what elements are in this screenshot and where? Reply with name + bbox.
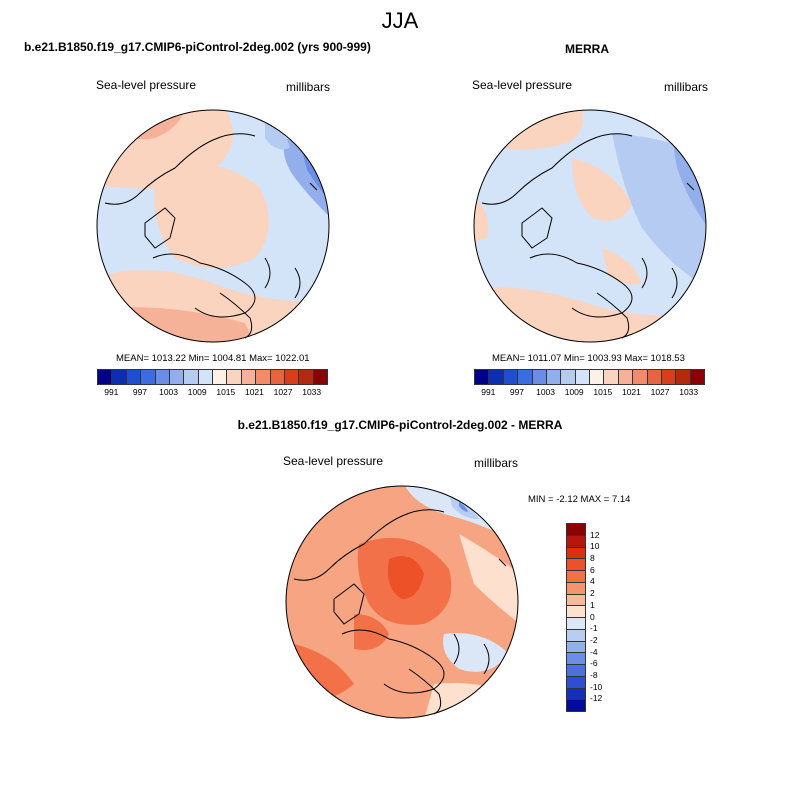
colorbar-swatch xyxy=(604,370,619,384)
colorbar-tick-label: 8 xyxy=(590,553,595,564)
panel1-variable-label: Sea-level pressure xyxy=(96,78,197,92)
colorbar-swatch xyxy=(567,535,585,548)
colorbar-tick-label: 1 xyxy=(590,599,595,610)
panel1-stats: MEAN= 1013.22 Min= 1004.81 Max= 1022.01 xyxy=(116,353,310,364)
colorbar-swatch xyxy=(567,653,585,665)
colorbar-tick-label: -8 xyxy=(590,669,598,680)
panel2-variable-label: Sea-level pressure xyxy=(472,78,573,92)
colorbar-tick-label: 1021 xyxy=(621,387,641,397)
colorbar-swatch xyxy=(567,571,585,583)
colorbar-swatch xyxy=(676,370,691,384)
colorbar-swatch xyxy=(661,370,677,384)
colorbar-swatch xyxy=(567,676,585,689)
colorbar-swatch xyxy=(126,370,142,384)
panel3-polar-map xyxy=(285,485,519,719)
colorbar-swatch xyxy=(567,559,585,571)
colorbar-swatch xyxy=(141,370,156,384)
colorbar-tick-label: 1021 xyxy=(244,387,264,397)
colorbar-tick-label: 997 xyxy=(509,387,525,397)
colorbar-swatch xyxy=(567,688,585,701)
colorbar-swatch xyxy=(567,594,585,607)
colorbar-swatch xyxy=(184,370,199,384)
panel3-units-label: millibars xyxy=(474,456,519,470)
colorbar-swatch xyxy=(575,370,590,384)
panel2-stats: MEAN= 1011.07 Min= 1003.93 Max= 1018.53 xyxy=(492,353,685,364)
panel3-colorbar-ticks: 12 10 8 6 4 2 1 0 -1 -2 -4 -6 -8 -10 -12 xyxy=(590,523,620,710)
colorbar-tick-label: 991 xyxy=(104,387,119,397)
colorbar-swatch xyxy=(518,370,533,384)
colorbar-swatch xyxy=(284,370,300,384)
colorbar-tick-label: 1027 xyxy=(650,387,670,397)
colorbar-tick-label: 12 xyxy=(590,529,600,540)
colorbar-tick-label: 2 xyxy=(590,588,595,599)
colorbar-swatch xyxy=(256,370,271,384)
colorbar-swatch xyxy=(567,641,585,654)
colorbar-tick-label: 997 xyxy=(132,387,148,397)
panel3-stats: MIN = -2.12 MAX = 7.14 xyxy=(528,494,631,505)
colorbar-swatch xyxy=(567,606,585,618)
colorbar-swatch xyxy=(489,370,504,384)
panel2-units-label: millibars xyxy=(664,80,709,94)
colorbar-tick-label: -2 xyxy=(590,634,598,645)
colorbar-swatch xyxy=(98,370,113,384)
colorbar-swatch xyxy=(567,665,585,677)
colorbar-swatch xyxy=(546,370,562,384)
panel1-colorbar xyxy=(97,369,328,385)
colorbar-swatch xyxy=(155,370,170,384)
colorbar-swatch xyxy=(313,370,327,384)
colorbar-tick-label: 1033 xyxy=(302,387,322,397)
panel1-units-label: millibars xyxy=(286,80,331,94)
panel1-polar-map xyxy=(96,109,330,343)
colorbar-tick-label: 4 xyxy=(590,576,595,587)
colorbar-swatch xyxy=(618,370,634,384)
colorbar-tick-label: 0 xyxy=(590,611,595,622)
colorbar-tick-label: -1 xyxy=(590,623,598,634)
colorbar-tick-label: 6 xyxy=(590,564,595,575)
colorbar-swatch xyxy=(567,582,585,595)
colorbar-tick-label: -10 xyxy=(590,681,603,692)
colorbar-swatch xyxy=(475,370,490,384)
colorbar-swatch xyxy=(532,370,547,384)
colorbar-swatch xyxy=(633,370,648,384)
colorbar-tick-label: -12 xyxy=(590,693,603,704)
panel1-title: b.e21.B1850.f19_g17.CMIP6-piControl-2deg… xyxy=(24,40,371,54)
colorbar-swatch xyxy=(503,370,519,384)
panel3-variable-label: Sea-level pressure xyxy=(283,454,384,468)
panel2-colorbar xyxy=(474,369,705,385)
colorbar-tick-label: 1003 xyxy=(159,387,179,397)
colorbar-swatch xyxy=(561,370,576,384)
colorbar-tick-label: 1003 xyxy=(536,387,556,397)
colorbar-tick-label: 1015 xyxy=(593,387,613,397)
colorbar-swatch xyxy=(567,524,585,536)
colorbar-tick-label: 1009 xyxy=(187,387,207,397)
colorbar-swatch xyxy=(590,370,605,384)
colorbar-swatch xyxy=(567,700,585,711)
colorbar-swatch xyxy=(567,629,585,642)
colorbar-tick-label: 1009 xyxy=(564,387,584,397)
colorbar-tick-label: 1033 xyxy=(679,387,699,397)
colorbar-tick-label: -6 xyxy=(590,658,598,669)
colorbar-swatch xyxy=(241,370,257,384)
panel2-title: MERRA xyxy=(565,42,609,56)
panel3-title: b.e21.B1850.f19_g17.CMIP6-piControl-2deg… xyxy=(237,418,563,432)
colorbar-swatch xyxy=(112,370,127,384)
colorbar-swatch xyxy=(169,370,185,384)
colorbar-tick-label: 10 xyxy=(590,541,600,552)
colorbar-swatch xyxy=(227,370,242,384)
panel3-colorbar xyxy=(566,523,586,712)
colorbar-tick-label: 1027 xyxy=(273,387,293,397)
colorbar-swatch xyxy=(567,618,585,630)
colorbar-swatch xyxy=(299,370,314,384)
colorbar-swatch xyxy=(647,370,662,384)
main-title: JJA xyxy=(381,8,419,33)
colorbar-tick-label: 1015 xyxy=(216,387,236,397)
colorbar-swatch xyxy=(270,370,285,384)
colorbar-swatch xyxy=(198,370,213,384)
colorbar-swatch xyxy=(213,370,228,384)
colorbar-swatch xyxy=(690,370,704,384)
panel2-polar-map xyxy=(473,109,707,343)
colorbar-tick-label: -4 xyxy=(590,646,598,657)
colorbar-swatch xyxy=(567,547,585,560)
colorbar-tick-label: 991 xyxy=(481,387,496,397)
